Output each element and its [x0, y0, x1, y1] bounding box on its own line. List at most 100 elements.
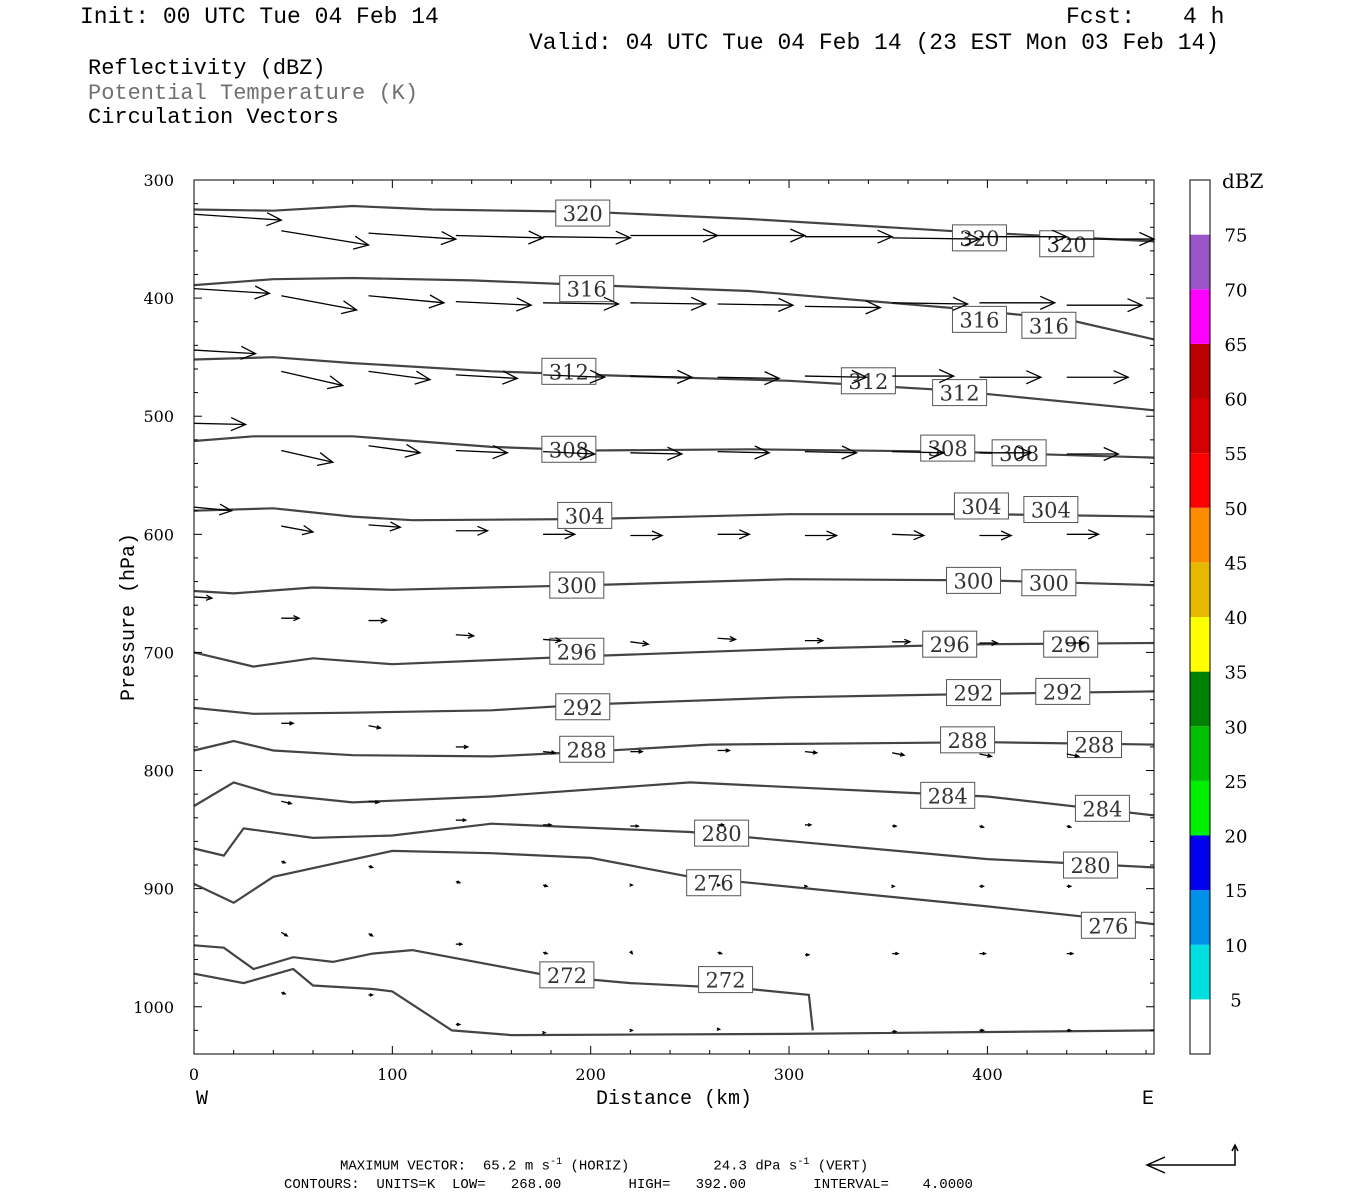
- y-tick-label: 500: [143, 407, 174, 426]
- circulation-vector: [979, 530, 1013, 541]
- contour-label-box: [946, 566, 1002, 594]
- circulation-vector: [979, 1028, 986, 1033]
- contour-layer: [193, 204, 1155, 1037]
- circulation-vector: [281, 524, 315, 536]
- contour-label: 284: [1082, 797, 1122, 821]
- y-axis-label: Pressure (hPa): [118, 533, 141, 701]
- contour-label: 300: [1029, 572, 1069, 596]
- circulation-vector: [979, 229, 1069, 244]
- circulation-vector: [1066, 753, 1081, 758]
- circulation-vector: [543, 823, 553, 827]
- forecast-hour: 4 h: [1183, 4, 1225, 30]
- x-tick-label: 0: [189, 1065, 199, 1084]
- circulation-vector: [892, 1029, 898, 1034]
- colorbar-level-label: 75: [1225, 226, 1248, 247]
- colorbar-bin: [1190, 671, 1210, 727]
- colorbar-frame: [1189, 179, 1211, 1055]
- circulation-vector: [543, 750, 557, 755]
- circulation-vector: [717, 228, 807, 243]
- circulation-vector: [1066, 824, 1073, 829]
- circulation-vector: [281, 230, 371, 250]
- contour-label: 300: [953, 569, 993, 593]
- contour-300: [193, 578, 1155, 595]
- valid-time: Valid: 04 UTC Tue 04 Feb 14 (23 EST Mon …: [529, 30, 1220, 56]
- circulation-vector: [892, 638, 912, 645]
- circulation-vector: [629, 1028, 634, 1033]
- circulation-vector: [543, 296, 621, 311]
- colorbar-level-label: 55: [1225, 444, 1248, 465]
- contour-label: 316: [959, 308, 999, 332]
- colorbar-bin: [1190, 726, 1210, 781]
- circulation-vector: [892, 296, 970, 311]
- contour-label-box: [932, 379, 988, 407]
- circulation-vector: [543, 637, 563, 644]
- circulation-vector: [542, 951, 549, 955]
- circulation-vector: [803, 884, 809, 889]
- colorbar-level-label: 15: [1225, 881, 1248, 902]
- legend-reflectivity: Reflectivity (dBZ): [88, 56, 326, 81]
- circulation-vector: [630, 369, 694, 385]
- contour-label-box: [555, 199, 611, 227]
- contour-label-box: [1080, 911, 1136, 939]
- contour-label: 308: [999, 442, 1039, 466]
- x-tick-label: 400: [972, 1065, 1003, 1084]
- contour-label: 320: [563, 202, 603, 226]
- circulation-vector: [281, 991, 287, 995]
- max-vector-label: MAXIMUM VECTOR:: [340, 1158, 467, 1175]
- circulation-vector: [281, 721, 295, 726]
- contour-label: 316: [567, 278, 607, 302]
- contour-label: 272: [547, 964, 587, 988]
- contour-288: [193, 739, 1155, 758]
- contour-label: 276: [1088, 914, 1128, 938]
- colorbar-bin: [1190, 343, 1210, 399]
- circulation-vector: [716, 1027, 722, 1031]
- circulation-vector: [1066, 370, 1130, 385]
- colorbar-level-label: 60: [1225, 390, 1248, 411]
- contour-label-box: [698, 966, 754, 994]
- circulation-vector: [629, 883, 634, 887]
- contour-label-box: [940, 726, 996, 754]
- circulation-vector: [630, 530, 664, 541]
- forecast-label: Fcst:: [1066, 4, 1136, 30]
- circulation-vector: [1066, 529, 1101, 540]
- x-tick-label: 100: [377, 1065, 408, 1084]
- max-vector-horiz-value: 65.2 m s: [482, 1158, 551, 1175]
- circulation-vector: [542, 1030, 547, 1035]
- contour-label-box: [951, 305, 1007, 333]
- contour-label: 292: [1043, 680, 1083, 704]
- contour-316: [193, 276, 1155, 341]
- y-tick-label: 1000: [133, 998, 174, 1017]
- circulation-vector: [368, 231, 458, 246]
- circulation-vector: [717, 748, 732, 753]
- contour-label-box: [549, 637, 605, 665]
- circulation-vector: [979, 295, 1057, 310]
- circulation-vector: [455, 525, 490, 536]
- circulation-vector: [281, 800, 293, 805]
- contour-label: 272: [706, 969, 746, 993]
- legend-potential-temperature: Potential Temperature (K): [88, 81, 419, 106]
- contours-info: CONTOURS: UNITS=K LOW= 268.00 HIGH= 392.…: [284, 1177, 973, 1193]
- circulation-vector: [542, 883, 549, 888]
- colorbar-bin: [1190, 562, 1210, 617]
- colorbar-level-label: 5: [1230, 990, 1241, 1011]
- contour-label: 292: [953, 682, 993, 706]
- west-label: W: [196, 1088, 208, 1111]
- circulation-vector: [1066, 298, 1144, 313]
- circulation-vector: [543, 230, 633, 245]
- contour-276: [193, 849, 1155, 926]
- contour-280: [193, 822, 1155, 869]
- circulation-vector: [193, 503, 234, 516]
- contour-label-box: [1066, 731, 1122, 759]
- circulation-vector: [717, 823, 726, 827]
- circulation-vector: [717, 445, 771, 460]
- circulation-vector: [979, 951, 988, 956]
- contour-label-box: [1021, 311, 1077, 339]
- circulation-vector: [717, 297, 795, 313]
- y-tick-label: 300: [143, 171, 174, 190]
- contour-label: 288: [948, 729, 988, 753]
- contour-label-box: [953, 492, 1009, 520]
- circulation-vector: [193, 345, 258, 360]
- circulation-vector: [455, 370, 519, 385]
- max-vector-vert-unit: (VERT): [817, 1158, 869, 1175]
